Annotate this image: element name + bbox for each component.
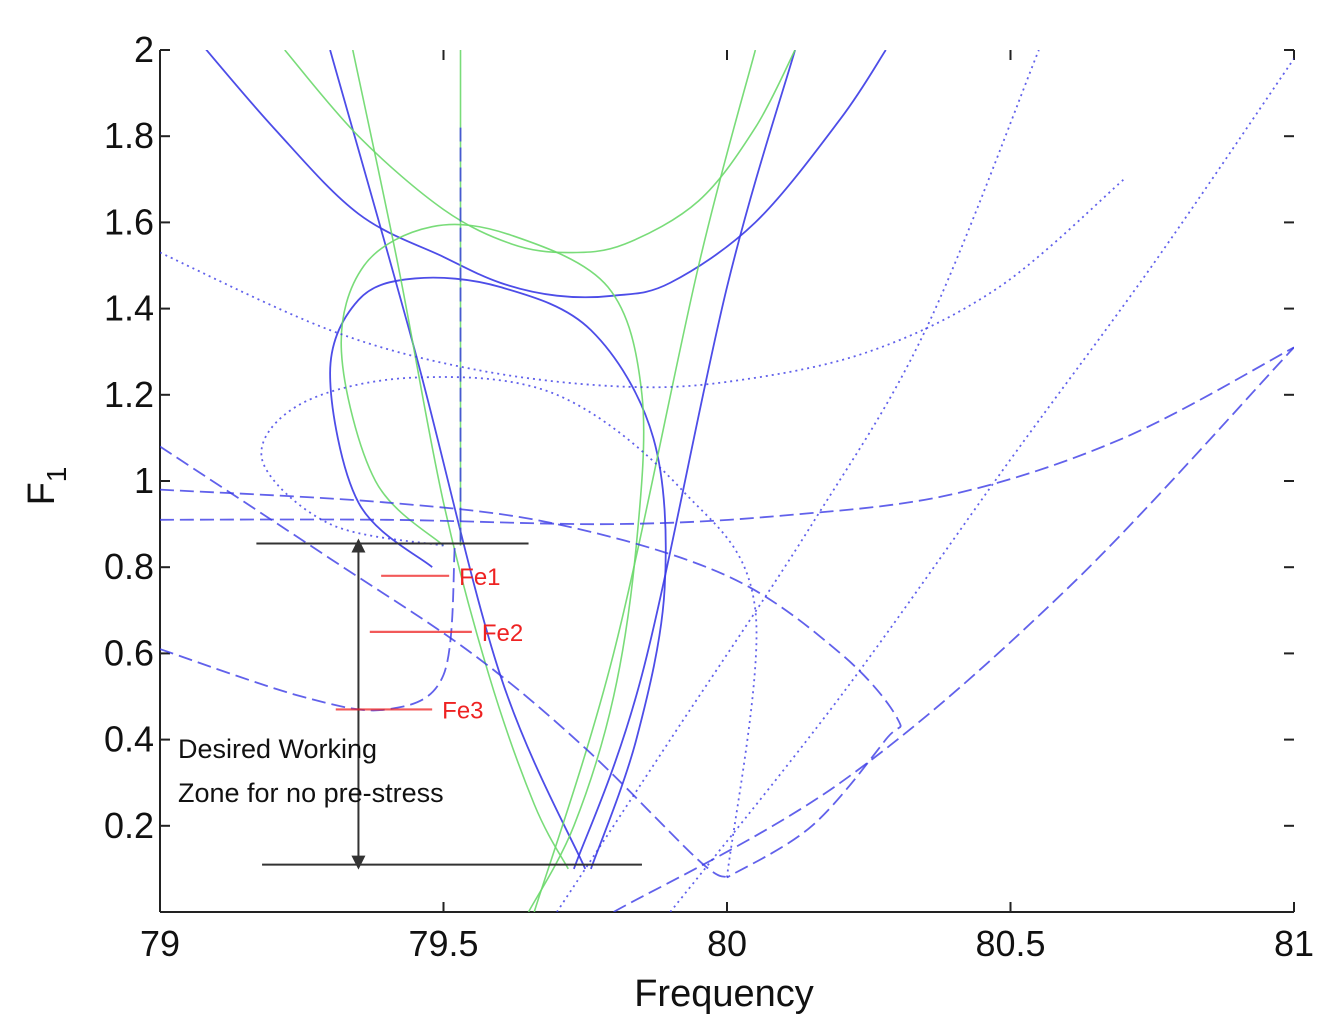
y-tick-label: 1 [134, 460, 154, 501]
series-blue-dotted-steep [556, 50, 1040, 912]
y-axis-title-subscript: 1 [41, 467, 72, 483]
y-axis-title: F1 [21, 467, 72, 506]
series-blue-dashed-return [613, 346, 1294, 912]
series-green-u [284, 50, 796, 254]
working-zone [256, 538, 642, 870]
series-blue-solid-loop [329, 276, 667, 870]
series-green-loop [340, 223, 645, 912]
y-tick-label: 1.8 [104, 115, 154, 156]
fe-markers: Fe1 Fe2 Fe3 [335, 564, 523, 724]
series-blue-solid-u [205, 50, 887, 299]
y-tick-label: 2 [134, 29, 154, 70]
y-tick-label: 1.6 [104, 201, 154, 242]
x-tick-label: 79 [140, 923, 180, 964]
series-blue-dashed-lower [160, 545, 456, 712]
x-tick-label: 80 [707, 923, 747, 964]
series-blue-dotted-curve-a [160, 178, 1125, 389]
working-zone-annotation-line-1: Desired Working [178, 734, 377, 764]
series-blue-solid-line-b [573, 50, 796, 870]
series-green-narrow [351, 50, 569, 870]
marker-label-fe2: Fe2 [482, 620, 523, 647]
series-blue-solid-line-a [329, 50, 587, 870]
y-ticks: 0.2 0.4 0.6 0.8 1 1.2 1.4 1.6 1.8 2 [104, 29, 1294, 846]
series-blue-dashed-cross [160, 445, 728, 879]
x-tick-label: 80.5 [975, 923, 1045, 964]
x-tick-label: 81 [1274, 923, 1314, 964]
y-tick-label: 0.4 [104, 719, 154, 760]
y-tick-label: 1.2 [104, 374, 154, 415]
working-zone-annotation-line-2: Zone for no pre-stress [178, 778, 444, 808]
marker-label-fe1: Fe1 [459, 564, 500, 591]
series-blue-dashed-flat [160, 346, 1294, 526]
y-tick-label: 1.4 [104, 288, 154, 329]
x-tick-label: 79.5 [408, 923, 478, 964]
y-tick-label: 0.8 [104, 546, 154, 587]
y-tick-label: 0.6 [104, 632, 154, 673]
y-axis-title-main: F [21, 482, 63, 505]
series-green-right [533, 50, 757, 912]
y-tick-label: 0.2 [104, 805, 154, 846]
series-blue-dotted-right [669, 58, 1294, 912]
x-ticks: 79 79.5 80 80.5 81 [140, 50, 1314, 964]
x-axis-title: Frequency [634, 973, 814, 1015]
marker-label-fe3: Fe3 [442, 697, 483, 724]
series-blue-dashed-diag-down [160, 488, 902, 879]
series-layer [160, 50, 1294, 912]
